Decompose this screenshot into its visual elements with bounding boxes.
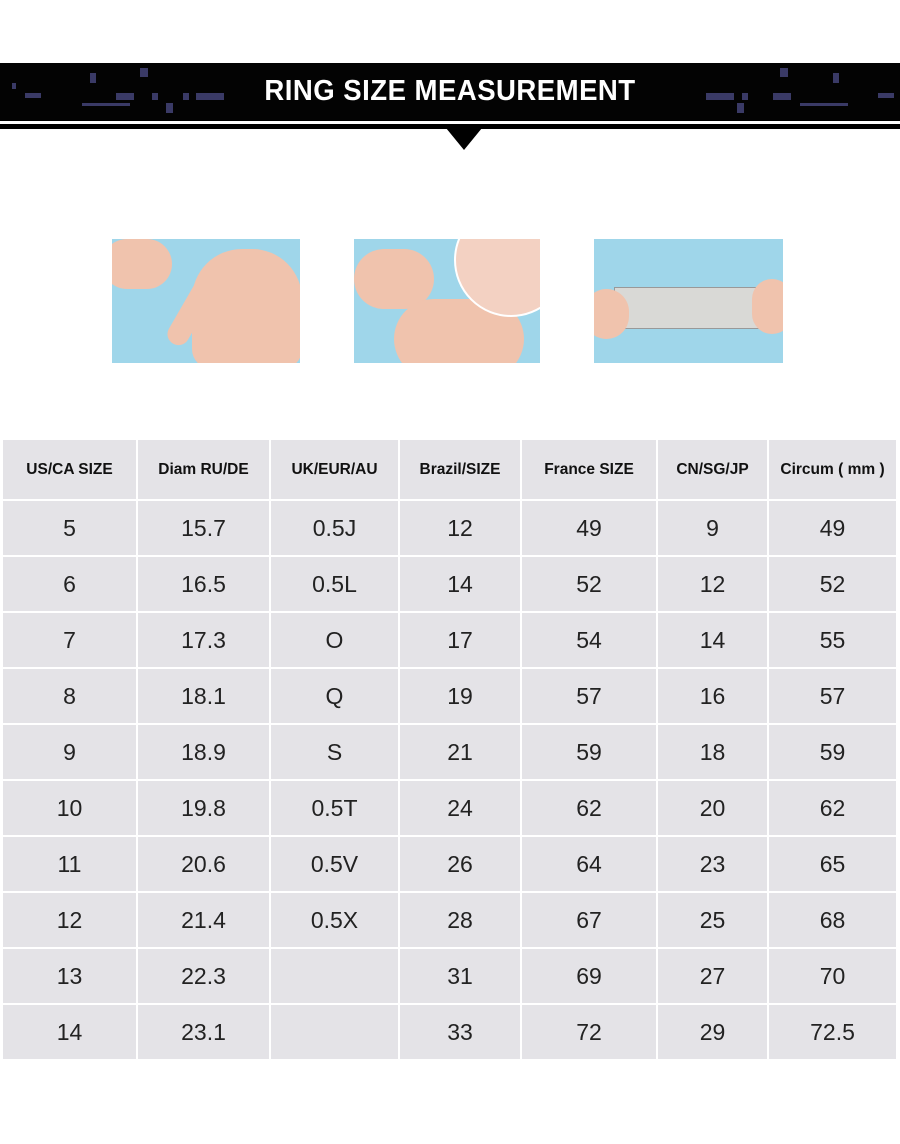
table-cell: 70 [769,949,896,1003]
table-cell: 20 [658,781,767,835]
table-cell: 24 [400,781,520,835]
column-header: CN/SG/JP [658,440,767,499]
table-cell: 0.5T [271,781,398,835]
column-header: Circum ( mm ) [769,440,896,499]
table-cell: 52 [522,557,656,611]
table-cell: 11 [3,837,136,891]
table-cell: 5 [3,501,136,555]
table-row: 9 18.9 S 21 59 18 59 [3,725,896,779]
table-row: 7 17.3 O 17 54 14 55 [3,613,896,667]
table-cell: 14 [400,557,520,611]
table-cell: 68 [769,893,896,947]
table-row: 8 18.1 Q 19 57 16 57 [3,669,896,723]
table-row: 11 20.6 0.5V 26 64 23 65 [3,837,896,891]
table-cell: 9 [3,725,136,779]
table-cell: 13 [3,949,136,1003]
table-cell: 16.5 [138,557,269,611]
table-cell: 27 [658,949,767,1003]
table-row: 14 23.1 33 72 29 72.5 [3,1005,896,1059]
table-cell: 21.4 [138,893,269,947]
table-cell: 15.7 [138,501,269,555]
table-cell: 7 [3,613,136,667]
table-cell: 14 [658,613,767,667]
divider [0,124,900,129]
table-cell: 0.5J [271,501,398,555]
table-cell: 12 [658,557,767,611]
table-cell: 62 [769,781,896,835]
table-cell: 67 [522,893,656,947]
table-cell: 8 [3,669,136,723]
table-header-row: US/CA SIZE Diam RU/DE UK/EUR/AU Brazil/S… [3,440,896,499]
table-cell: 69 [522,949,656,1003]
table-cell: 57 [522,669,656,723]
table-cell: 20.6 [138,837,269,891]
table-cell: 49 [522,501,656,555]
column-header: US/CA SIZE [3,440,136,499]
table-cell: 57 [769,669,896,723]
column-header: UK/EUR/AU [271,440,398,499]
table-cell: 18 [658,725,767,779]
marking-string-with-pen-photo [354,239,540,363]
table-cell: 52 [769,557,896,611]
table-cell: 23 [658,837,767,891]
table-cell: 12 [3,893,136,947]
column-header: Diam RU/DE [138,440,269,499]
table-cell: 17 [400,613,520,667]
table-cell: 64 [522,837,656,891]
table-cell: 49 [769,501,896,555]
table-cell: 54 [522,613,656,667]
table-cell [271,949,398,1003]
table-cell: 16 [658,669,767,723]
table-cell: 72.5 [769,1005,896,1059]
table-cell: 17.3 [138,613,269,667]
table-row: 13 22.3 31 69 27 70 [3,949,896,1003]
pointer-arrow-icon [446,128,482,150]
table-cell: Q [271,669,398,723]
table-cell: 9 [658,501,767,555]
page-title: RING SIZE MEASUREMENT [264,75,636,107]
table-cell: O [271,613,398,667]
table-cell: 18.9 [138,725,269,779]
table-cell: 18.1 [138,669,269,723]
table-cell: 0.5L [271,557,398,611]
table-cell: 12 [400,501,520,555]
table-cell: 25 [658,893,767,947]
table-cell: 22.3 [138,949,269,1003]
table-cell: 0.5V [271,837,398,891]
table-cell: 59 [522,725,656,779]
hand-with-string-photo [112,239,300,363]
table-cell: 19 [400,669,520,723]
table-row: 12 21.4 0.5X 28 67 25 68 [3,893,896,947]
table-cell: 65 [769,837,896,891]
ring-size-table: US/CA SIZE Diam RU/DE UK/EUR/AU Brazil/S… [1,438,898,1061]
table-cell: 21 [400,725,520,779]
table-cell: 26 [400,837,520,891]
table-cell: 55 [769,613,896,667]
table-cell: 31 [400,949,520,1003]
table-row: 5 15.7 0.5J 12 49 9 49 [3,501,896,555]
column-header: Brazil/SIZE [400,440,520,499]
table-row: 6 16.5 0.5L 14 52 12 52 [3,557,896,611]
table-row: 10 19.8 0.5T 24 62 20 62 [3,781,896,835]
table-cell: 72 [522,1005,656,1059]
table-cell: S [271,725,398,779]
table-cell: 33 [400,1005,520,1059]
table-cell: 28 [400,893,520,947]
table-cell: 23.1 [138,1005,269,1059]
table-cell: 10 [3,781,136,835]
column-header: France SIZE [522,440,656,499]
table-cell: 0.5X [271,893,398,947]
table-cell: 14 [3,1005,136,1059]
table-cell [271,1005,398,1059]
table-cell: 62 [522,781,656,835]
table-cell: 59 [769,725,896,779]
table-cell: 6 [3,557,136,611]
table-cell: 29 [658,1005,767,1059]
measuring-string-on-ruler-photo [594,239,783,363]
table-cell: 19.8 [138,781,269,835]
title-banner [0,63,900,121]
